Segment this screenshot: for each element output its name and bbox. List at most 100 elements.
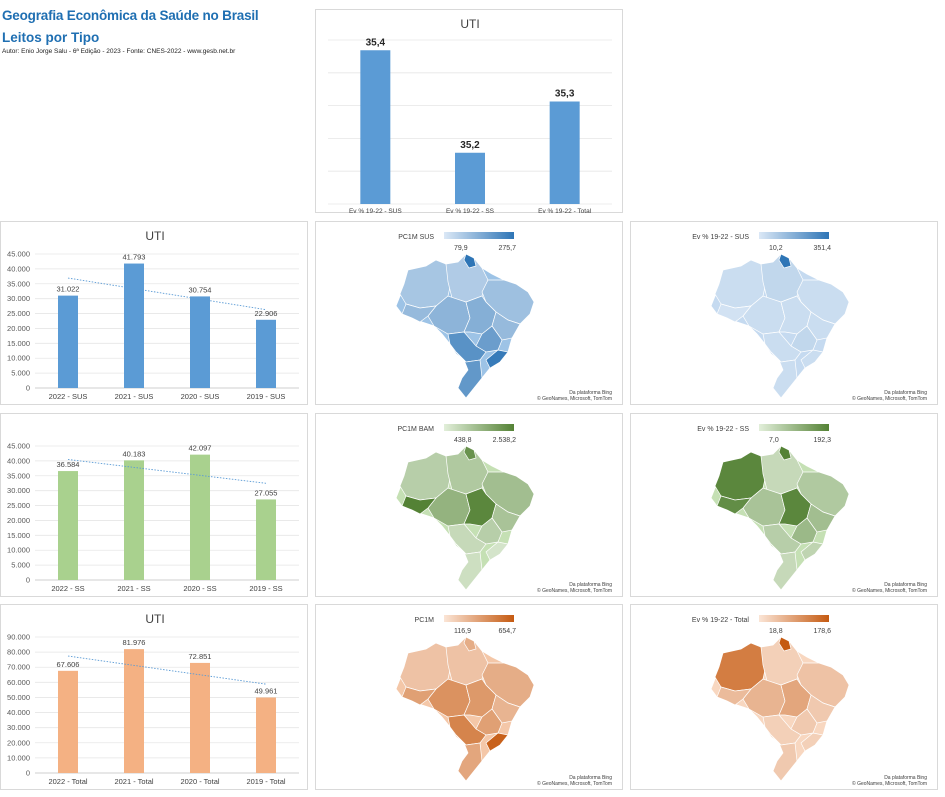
y-tick-label: 15.000 bbox=[7, 531, 30, 540]
map-attribution: Da plataforma Bing bbox=[569, 390, 612, 396]
map-attribution: © GeoNames, Microsoft, TomTom bbox=[537, 395, 612, 402]
map-legend-bar bbox=[444, 615, 514, 622]
y-tick-label: 15.000 bbox=[7, 339, 30, 348]
brazil-map bbox=[710, 253, 850, 399]
y-tick-label: 60.000 bbox=[7, 678, 30, 687]
map-panel-6: Ev % 19-22 - Total 18,8 178,6 Da plataforma… bbox=[630, 604, 938, 790]
bar bbox=[360, 50, 391, 204]
map-m3-svg: PC1M BAM 438,8 2.538,2 Da plataforma Bing© … bbox=[395, 424, 612, 594]
data-label: 81.976 bbox=[123, 638, 146, 647]
y-tick-label: 90.000 bbox=[7, 633, 30, 642]
state-region-ro bbox=[401, 303, 437, 323]
state-region-ap bbox=[778, 445, 792, 461]
map-legend-max: 351,4 bbox=[813, 245, 831, 252]
brazil-map bbox=[710, 445, 850, 591]
x-tick-label: Ev % 19-22 - SS bbox=[446, 208, 495, 214]
map-m4-svg: Ev % 19-22 - SS 7,0 192,3 Da plataforma Bin… bbox=[697, 424, 927, 594]
state-region-sul bbox=[770, 543, 798, 591]
state-region-rj bbox=[485, 541, 509, 561]
x-tick-label: 2021 - SS bbox=[117, 584, 150, 593]
bar bbox=[256, 319, 276, 388]
bar bbox=[124, 263, 144, 388]
bar bbox=[549, 101, 580, 204]
state-region-ro bbox=[401, 686, 437, 706]
data-label: 27.055 bbox=[255, 488, 278, 497]
map-legend-title: PC1M SUS bbox=[398, 234, 434, 241]
data-label: 36.584 bbox=[57, 460, 80, 469]
map-m5-svg: PC1M 116,9 654,7 Da plataforma Bing© GeoNam… bbox=[395, 615, 612, 787]
y-tick-label: 25.000 bbox=[7, 309, 30, 318]
x-tick-label: 2019 - Total bbox=[246, 777, 285, 786]
data-label: 22.906 bbox=[255, 309, 278, 318]
y-tick-label: 10.000 bbox=[7, 546, 30, 555]
bar bbox=[58, 670, 78, 773]
x-tick-label: Ev % 19-22 - SUS bbox=[349, 208, 402, 214]
map-legend-bar bbox=[759, 232, 829, 239]
map-legend-bar bbox=[444, 232, 514, 239]
chart-title: UTI bbox=[145, 612, 164, 626]
chart-title: UTI bbox=[145, 229, 164, 243]
y-tick-label: 35.000 bbox=[7, 279, 30, 288]
y-tick-label: 0 bbox=[26, 769, 30, 778]
y-tick-label: 70.000 bbox=[7, 663, 30, 672]
x-tick-label: 2021 - Total bbox=[114, 777, 153, 786]
report-title: Geografia Econômica da Saúde no Brasil bbox=[2, 8, 259, 23]
state-region-sul bbox=[455, 351, 483, 399]
map-legend-bar bbox=[759, 615, 829, 622]
bar bbox=[190, 662, 210, 773]
map-legend-title: PC1M bbox=[415, 617, 435, 624]
x-tick-label: 2019 - SS bbox=[249, 584, 282, 593]
state-region-ne bbox=[796, 279, 850, 325]
bar bbox=[190, 296, 210, 388]
data-label: 40.183 bbox=[123, 449, 146, 458]
x-tick-label: 2020 - SS bbox=[183, 584, 216, 593]
y-tick-label: 45.000 bbox=[7, 250, 30, 259]
map-legend-min: 438,8 bbox=[454, 437, 472, 444]
y-tick-label: 40.000 bbox=[7, 708, 30, 717]
map-legend-max: 178,6 bbox=[813, 628, 831, 635]
brazil-map bbox=[395, 253, 535, 399]
y-tick-label: 40.000 bbox=[7, 456, 30, 465]
state-region-sul bbox=[770, 734, 798, 782]
y-tick-label: 30.000 bbox=[7, 486, 30, 495]
y-tick-label: 40.000 bbox=[7, 264, 30, 273]
map-attribution: Da plataforma Bing bbox=[884, 775, 927, 781]
y-tick-label: 80.000 bbox=[7, 648, 30, 657]
map-m2-svg: Ev % 19-22 - SUS 10,2 351,4 Da plataforma B… bbox=[692, 232, 927, 402]
state-region-rj bbox=[800, 541, 824, 561]
y-tick-label: 0 bbox=[26, 576, 30, 585]
bar bbox=[124, 649, 144, 773]
data-label: 31.022 bbox=[57, 285, 80, 294]
state-region-rj bbox=[485, 732, 509, 752]
chart-ss-svg: 0 5.000 10.000 15.000 20.000 25.000 30.000 35.0… bbox=[7, 442, 299, 593]
x-tick-label: 2020 - SUS bbox=[181, 392, 220, 401]
y-tick-label: 30.000 bbox=[7, 294, 30, 303]
state-region-ro bbox=[716, 303, 752, 323]
state-region-ne bbox=[481, 471, 535, 517]
trendline bbox=[67, 277, 267, 311]
bar bbox=[256, 499, 276, 580]
chart-panel-ss: 0 5.000 10.000 15.000 20.000 25.000 30.000 35.0… bbox=[0, 413, 308, 597]
map-legend-max: 2.538,2 bbox=[493, 437, 516, 444]
state-region-ap bbox=[463, 253, 477, 269]
map-panel-2: Ev % 19-22 - SUS 10,2 351,4 Da plataforma B… bbox=[630, 221, 938, 405]
state-region-ap bbox=[463, 636, 477, 652]
map-legend-min: 79,9 bbox=[454, 245, 468, 252]
trendline bbox=[67, 655, 267, 685]
y-tick-label: 25.000 bbox=[7, 501, 30, 510]
map-legend-max: 654,7 bbox=[498, 628, 516, 635]
map-legend-min: 18,8 bbox=[769, 628, 783, 635]
map-m6-svg: Ev % 19-22 - Total 18,8 178,6 Da plataforma… bbox=[692, 615, 927, 787]
x-tick-label: 2022 - Total bbox=[48, 777, 87, 786]
map-attribution: Da plataforma Bing bbox=[569, 582, 612, 588]
y-tick-label: 45.000 bbox=[7, 442, 30, 451]
y-tick-label: 0 bbox=[26, 384, 30, 393]
y-tick-label: 10.000 bbox=[7, 354, 30, 363]
map-attribution: Da plataforma Bing bbox=[569, 775, 612, 781]
y-tick-label: 30.000 bbox=[7, 723, 30, 732]
state-region-rj bbox=[800, 349, 824, 369]
chart-panel-top: UTI 35,4 Ev % 19-22 - SUS 35,2 Ev % 19-22 - … bbox=[315, 9, 623, 214]
state-region-ne bbox=[481, 279, 535, 325]
y-tick-label: 10.000 bbox=[7, 753, 30, 762]
map-attribution: © GeoNames, Microsoft, TomTom bbox=[852, 395, 927, 402]
